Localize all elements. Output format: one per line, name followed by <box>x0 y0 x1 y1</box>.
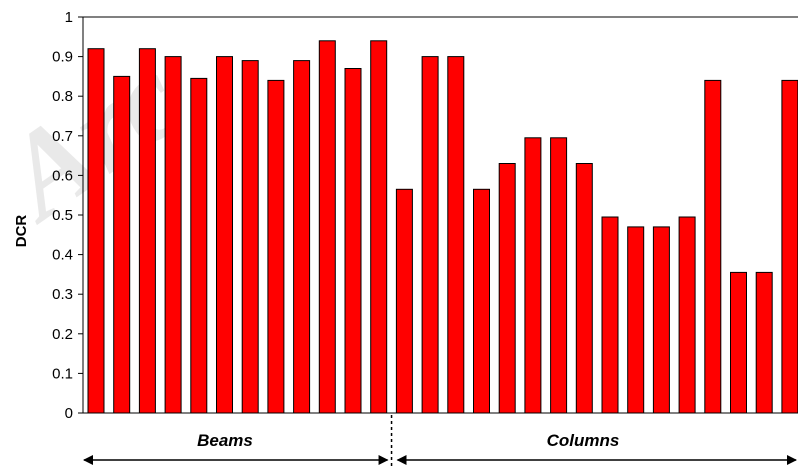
bar-11 <box>344 68 362 414</box>
bar-18 <box>524 137 542 414</box>
bar-2 <box>113 75 131 414</box>
bar-1 <box>87 48 105 414</box>
bar-5 <box>190 77 208 414</box>
y-tick-label: 0.6 <box>52 167 73 184</box>
y-tick-label: 0 <box>65 405 73 422</box>
bar-10 <box>318 40 336 414</box>
bars-layer <box>87 40 798 414</box>
bar-22 <box>627 226 645 414</box>
bar-15 <box>447 56 465 414</box>
group-annotations: Beams Columns <box>83 415 797 466</box>
bar-12 <box>370 40 388 414</box>
bar-23 <box>652 226 670 414</box>
group-label-columns: Columns <box>547 431 620 450</box>
bar-8 <box>267 79 285 414</box>
bar-28 <box>781 79 798 414</box>
bar-20 <box>575 163 593 414</box>
y-tick-label: 0.8 <box>52 88 73 105</box>
y-tick-label: 0.5 <box>52 207 73 224</box>
y-tick-label: 0.1 <box>52 365 73 382</box>
y-tick-label: 1 <box>65 9 73 26</box>
bar-13 <box>395 188 413 414</box>
bar-24 <box>678 216 696 414</box>
bar-4 <box>164 56 182 414</box>
y-tick-label: 0.9 <box>52 49 73 66</box>
bar-7 <box>241 60 259 414</box>
group-label-beams: Beams <box>197 431 253 450</box>
bar-16 <box>473 188 490 414</box>
y-axis-title: DCR <box>13 215 30 248</box>
bar-9 <box>293 60 311 414</box>
y-tick-label: 0.7 <box>52 128 73 145</box>
bar-19 <box>550 137 568 414</box>
bar-25 <box>704 79 722 414</box>
y-ticks-layer: 0 0.1 0.2 0.3 0.4 0.5 0.6 0.7 0.8 0.9 1 <box>52 9 83 422</box>
bar-3 <box>138 48 156 414</box>
y-tick-label: 0.4 <box>52 247 73 264</box>
bar-27 <box>755 271 773 414</box>
bar-26 <box>730 271 747 414</box>
bar-14 <box>421 56 439 414</box>
bar-21 <box>601 216 619 414</box>
y-tick-label: 0.2 <box>52 326 73 343</box>
bar-17 <box>498 163 516 414</box>
y-tick-label: 0.3 <box>52 286 73 303</box>
bar-6 <box>216 56 233 414</box>
